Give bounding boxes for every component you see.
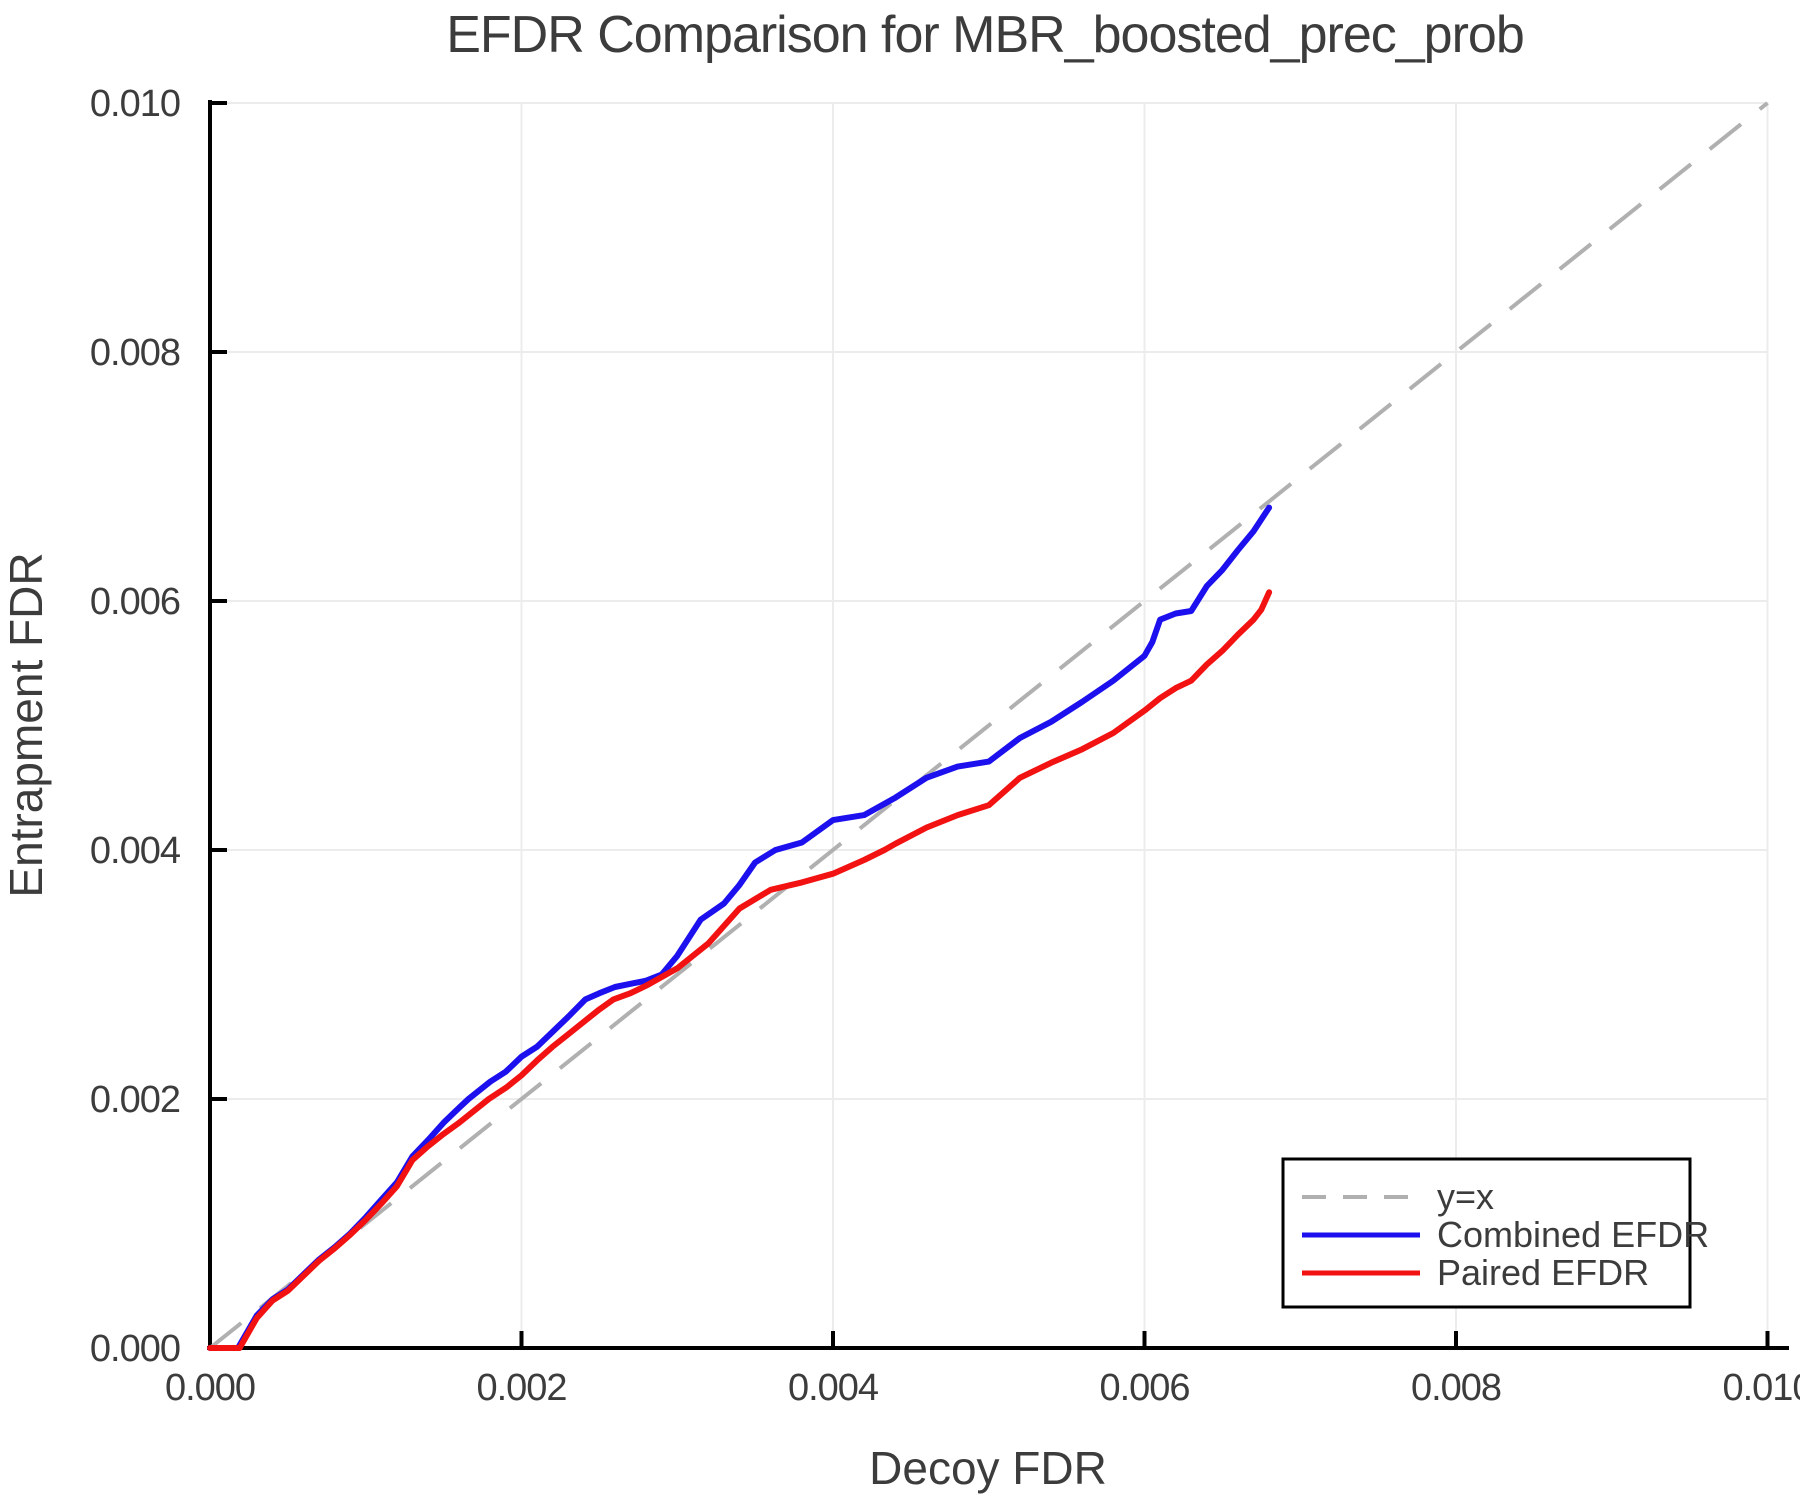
x-tick-label: 0.002: [476, 1367, 566, 1409]
x-axis-label: Decoy FDR: [869, 1442, 1107, 1494]
x-tick-label: 0.010: [1722, 1367, 1800, 1409]
y-tick-label: 0.002: [90, 1079, 180, 1121]
x-tick-label: 0.006: [1099, 1367, 1189, 1409]
x-tick-label: 0.004: [788, 1367, 879, 1409]
series-line-paired-efdr: [207, 589, 1273, 1351]
y-tick-label: 0.004: [90, 830, 181, 872]
x-tick-label: 0.008: [1411, 1367, 1501, 1409]
y-tick-label: 0.008: [90, 332, 180, 374]
legend-label: y=x: [1437, 1176, 1494, 1217]
y-tick-label: 0.010: [90, 83, 180, 125]
x-tick-label: 0.000: [165, 1367, 255, 1409]
legend-label: Paired EFDR: [1437, 1252, 1649, 1293]
chart-title: EFDR Comparison for MBR_boosted_prec_pro…: [446, 6, 1524, 64]
y-tick-label: 0.006: [90, 581, 180, 623]
axes: [207, 100, 1789, 1350]
plot-series: [207, 101, 1769, 1351]
legend-label: Combined EFDR: [1437, 1214, 1709, 1255]
y-axis-label: Entrapment FDR: [0, 552, 52, 897]
tick-labels: 0.000 0.002 0.004 0.006 0.008 0.010 0.000 0.002…: [90, 83, 1800, 1409]
y-tick-label: 0.000: [90, 1328, 180, 1370]
reference-line-y-equals-x: [208, 101, 1769, 1350]
